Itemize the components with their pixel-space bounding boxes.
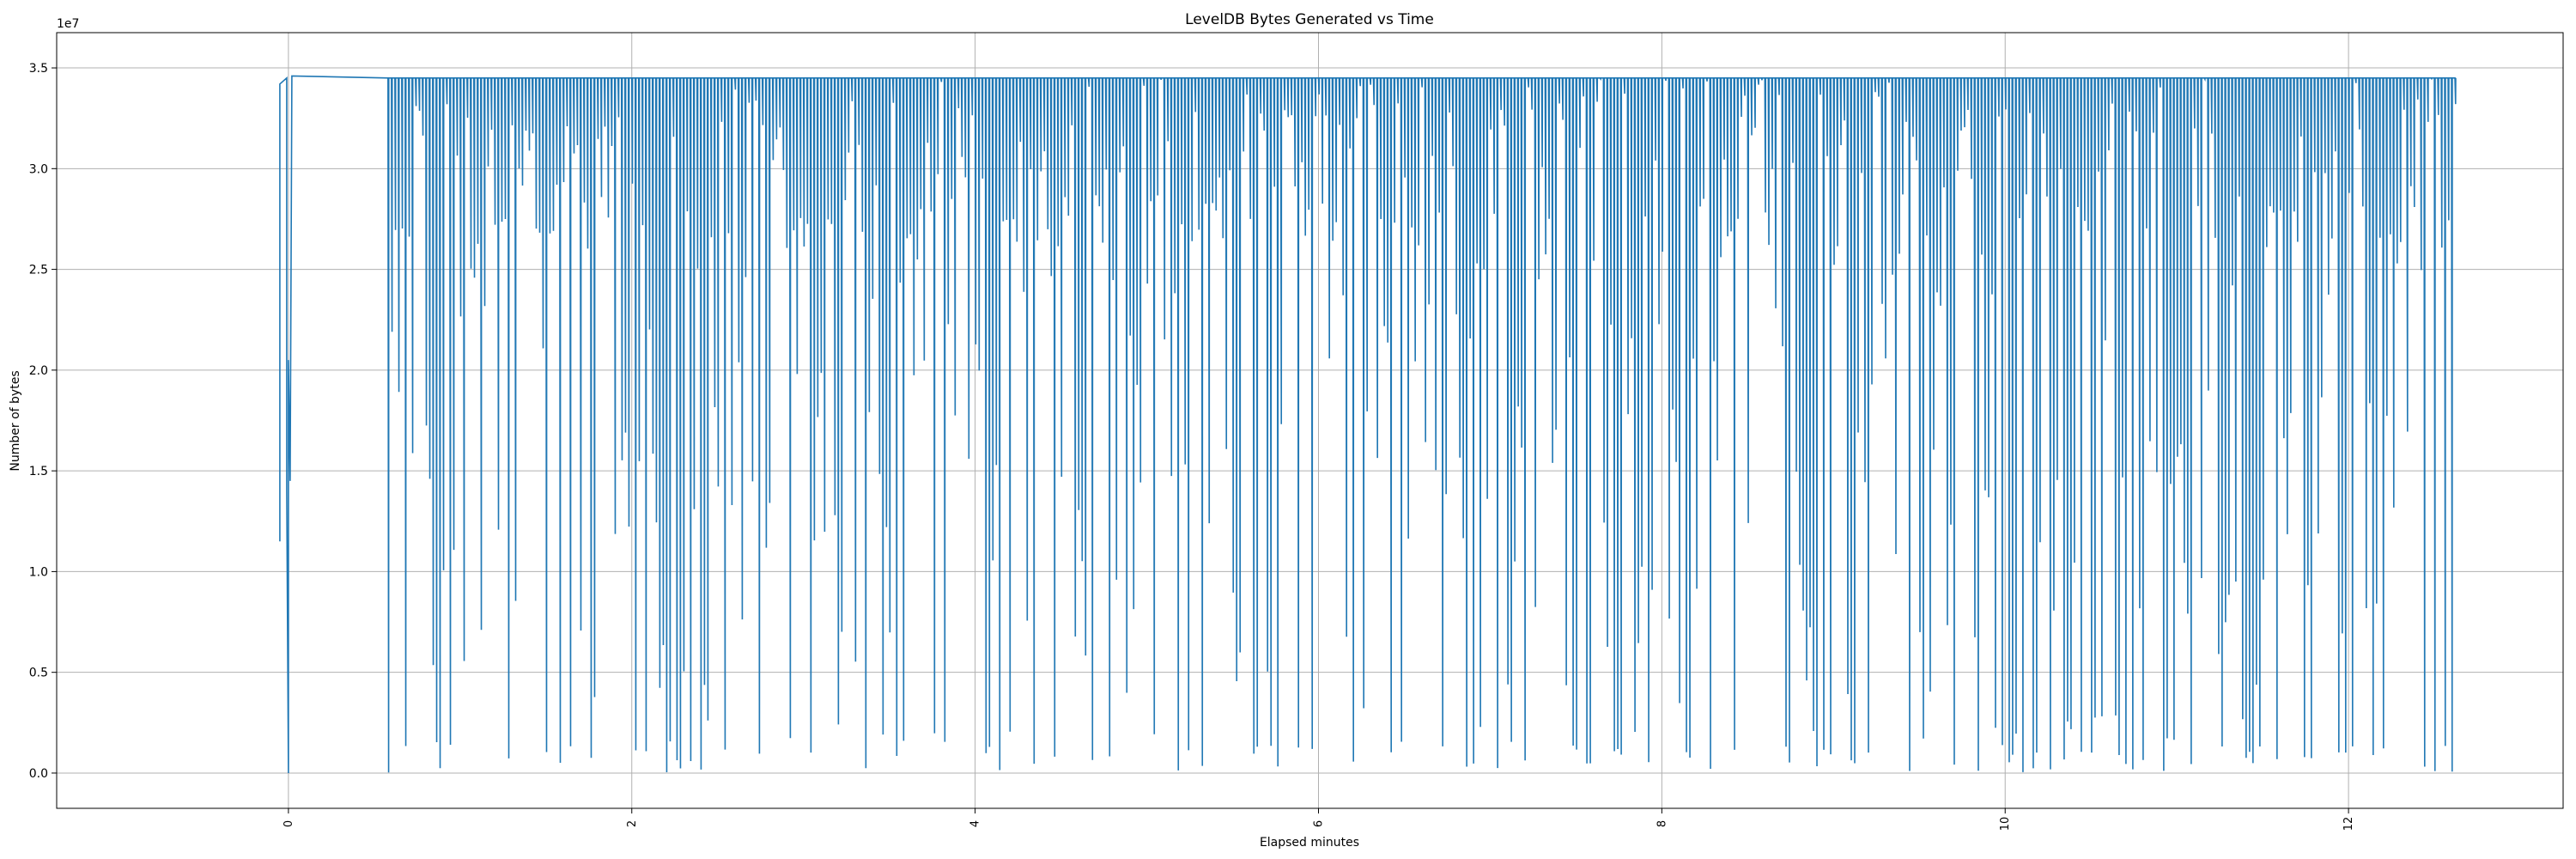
x-tick-label: 0 bbox=[283, 820, 295, 827]
y-tick-label: 1.5 bbox=[29, 465, 48, 478]
y-tick-label: 1.0 bbox=[29, 565, 48, 579]
x-tick-label: 6 bbox=[1312, 820, 1325, 827]
x-tick-label: 12 bbox=[2342, 817, 2355, 832]
x-tick-label: 4 bbox=[969, 820, 982, 827]
y-axis-label: Number of bytes bbox=[9, 370, 22, 471]
chart-title: LevelDB Bytes Generated vs Time bbox=[1185, 11, 1434, 28]
plot-frame bbox=[56, 32, 2564, 809]
y-axis-offset-label: 1e7 bbox=[57, 17, 79, 31]
series-line bbox=[279, 75, 2457, 773]
y-tick-label: 0.5 bbox=[29, 667, 48, 680]
y-tick-label: 3.5 bbox=[29, 62, 48, 76]
series-layer bbox=[279, 75, 2457, 773]
y-tick-label: 0.0 bbox=[29, 767, 48, 781]
x-axis-label: Elapsed minutes bbox=[1260, 836, 1359, 850]
y-tick-label: 3.0 bbox=[29, 162, 48, 176]
y-tick-label: 2.0 bbox=[29, 364, 48, 378]
x-tick-label: 2 bbox=[626, 820, 639, 827]
x-tick-label: 8 bbox=[1656, 820, 1668, 827]
axis-ticks: 0 2 4 6 8 10 12 0.0 0.5 1.0 1.5 2.0 2.5 3.0 3.5 bbox=[29, 62, 2355, 831]
y-tick-label: 2.5 bbox=[29, 264, 48, 277]
x-tick-label: 10 bbox=[1999, 817, 2012, 832]
